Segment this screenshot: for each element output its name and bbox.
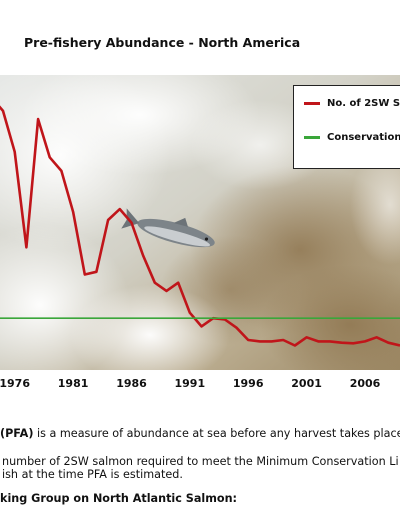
legend: No. of 2SW S Conservation xyxy=(293,85,400,169)
note-line-3: ish at the time PFA is estimated. xyxy=(2,468,183,481)
x-tick-label: 2001 xyxy=(291,377,322,390)
x-tick-label: 1991 xyxy=(174,377,206,390)
legend-label-conservation: Conservation xyxy=(327,132,400,143)
series-line-2sw xyxy=(0,105,400,347)
chart-title: Pre-fishery Abundance - North America xyxy=(24,35,301,50)
x-tick-label: 1996 xyxy=(232,377,264,390)
note-line-1-text: is a measure of abundance at sea before … xyxy=(33,427,400,440)
legend-swatch-series xyxy=(304,102,320,105)
x-axis-labels: 1976 1981 1986 1991 1996 2001 2006 xyxy=(0,377,400,393)
legend-item-series: No. of 2SW S xyxy=(304,98,400,109)
x-tick-label: 1981 xyxy=(57,377,89,390)
note-line-4: king Group on North Atlantic Salmon: xyxy=(0,492,238,505)
legend-swatch-conservation xyxy=(304,136,320,139)
legend-item-conservation: Conservation xyxy=(304,132,400,143)
salmon-image xyxy=(121,208,215,248)
note-pfa: (PFA) xyxy=(0,427,34,440)
x-tick-label: 1986 xyxy=(116,377,147,390)
legend-label-series: No. of 2SW S xyxy=(327,98,400,109)
x-tick-label: 2006 xyxy=(349,377,381,390)
note-line-1: (PFA) is a measure of abundance at sea b… xyxy=(0,427,400,440)
x-tick-label: 1976 xyxy=(0,377,30,390)
note-line-2: number of 2SW salmon required to meet th… xyxy=(2,455,399,468)
